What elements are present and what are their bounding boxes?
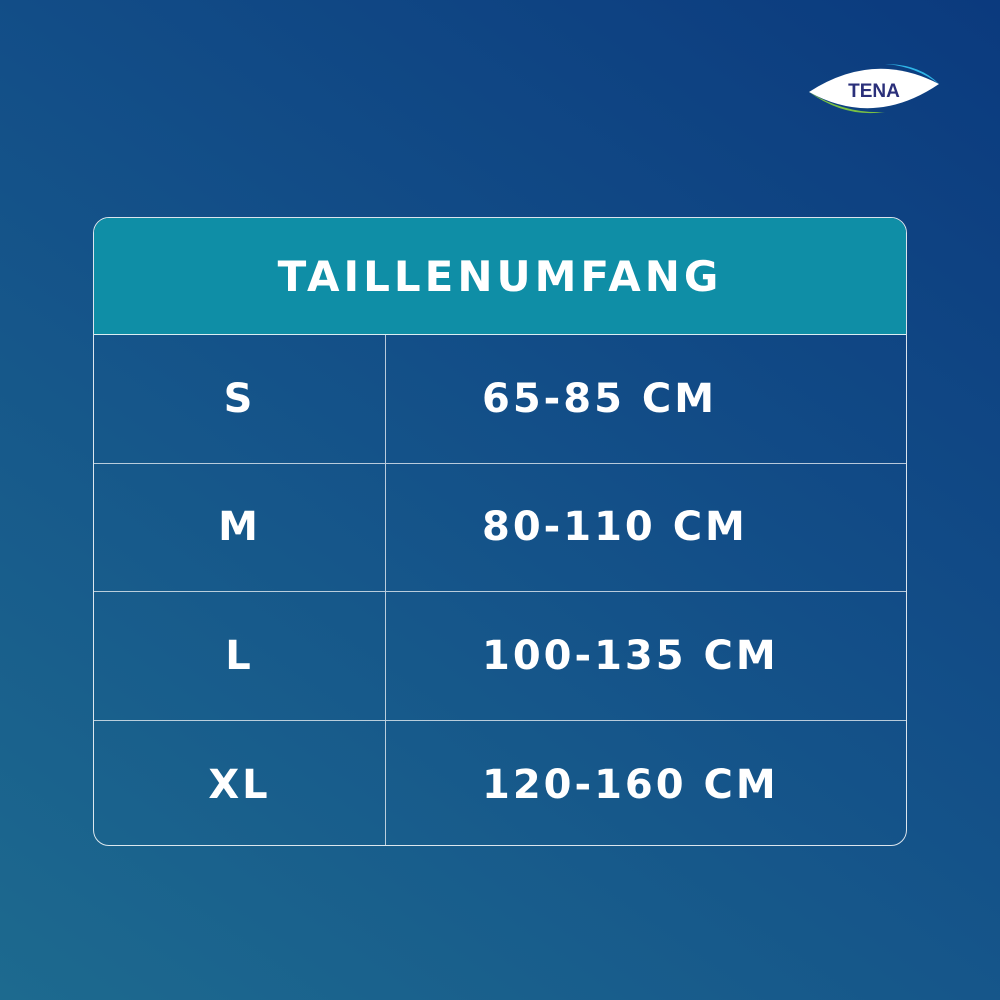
size-cell: M <box>94 463 386 591</box>
size-cell: XL <box>94 720 386 845</box>
tena-logo: TENA <box>809 64 939 114</box>
range-cell: 100-135 CM <box>482 632 779 679</box>
table-row: S 65-85 CM <box>94 335 906 464</box>
size-table: TAILLENUMFANG S 65-85 CM M 80-110 CM L 1… <box>93 217 907 846</box>
range-cell: 120-160 CM <box>482 761 779 808</box>
table-row: XL 120-160 CM <box>94 720 906 845</box>
table-header: TAILLENUMFANG <box>94 218 906 335</box>
logo-text: TENA <box>848 81 900 102</box>
table-row: L 100-135 CM <box>94 592 906 721</box>
range-cell: 65-85 CM <box>482 375 718 422</box>
size-cell: S <box>94 335 386 463</box>
range-cell: 80-110 CM <box>482 504 748 551</box>
table-row: M 80-110 CM <box>94 463 906 592</box>
size-cell: L <box>94 592 386 720</box>
